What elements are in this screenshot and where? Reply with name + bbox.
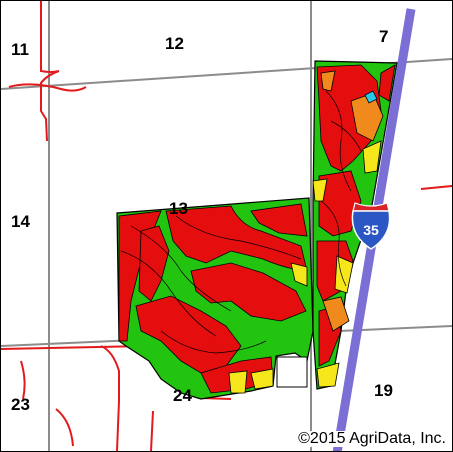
section-label-23: 23 [11, 395, 30, 414]
shield-label: 35 [363, 222, 379, 238]
section-label-13: 13 [169, 199, 188, 218]
section-label-11: 11 [11, 40, 29, 59]
section-label-24: 24 [173, 386, 192, 405]
field-exclusion [276, 356, 308, 388]
section-label-12: 12 [165, 34, 184, 53]
pond [364, 90, 378, 104]
section-label-14: 14 [11, 212, 30, 231]
copyright-notice: ©2015 AgriData, Inc. [296, 430, 448, 447]
section-label-19: 19 [374, 381, 393, 400]
highway-shield-icon: 35 [351, 202, 391, 250]
section-label-7: 7 [379, 27, 389, 46]
